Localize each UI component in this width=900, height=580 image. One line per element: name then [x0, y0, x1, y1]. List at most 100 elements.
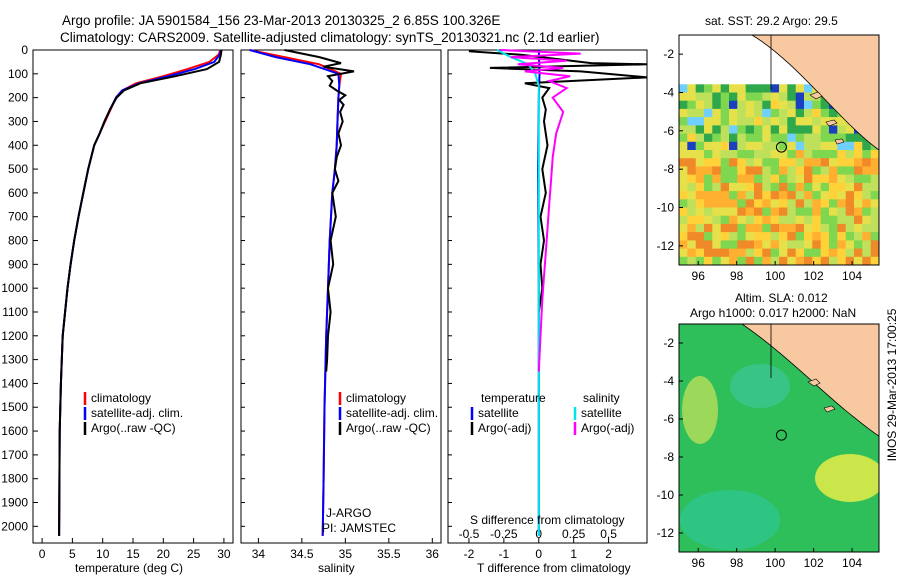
sst-cell [695, 133, 705, 143]
sst-cell [754, 207, 763, 217]
sst-cell [770, 67, 780, 77]
sst-cell [870, 248, 879, 258]
sst-cell [687, 232, 697, 241]
sla-map-axes: 96 98 100 102 104 -2 -4 -6 -8 -10 -12 [657, 336, 863, 570]
sst-cell [804, 240, 813, 250]
sst-cell [679, 150, 688, 159]
mentawai-islands [809, 91, 845, 145]
sst-cell [687, 223, 697, 233]
x-tick-label: 34.5 [290, 547, 314, 561]
sst-cell [845, 182, 855, 192]
sst-cell [870, 207, 879, 217]
sst-cell [679, 215, 688, 225]
sst-cell [737, 67, 747, 77]
sst-cell [779, 133, 788, 143]
difference-legend: temperature salinity satellite Argo(-adj… [470, 391, 634, 435]
sst-cell [795, 84, 805, 94]
annotation-pi-jamstec: PI: JAMSTEC [322, 521, 396, 535]
sst-cell [795, 125, 805, 135]
sst-cell [804, 133, 813, 143]
sst-cell [712, 141, 722, 151]
sst-cell [687, 199, 697, 209]
sst-cell [804, 100, 813, 110]
temperature-x-axis: 0 5 10 15 20 25 30 [39, 538, 231, 561]
sst-cell [854, 174, 863, 184]
sst-cell [737, 248, 747, 258]
sst-cell [762, 141, 772, 151]
sst-cell [829, 141, 838, 151]
sst-cell [695, 256, 705, 265]
title-line-1: Argo profile: JA 5901584_156 23-Mar-2013… [62, 13, 500, 28]
sst-cell [787, 125, 797, 135]
t-difference-x-label: T difference from climatology [477, 561, 631, 575]
sst-cell [729, 117, 738, 126]
sst-cell [820, 125, 830, 135]
sst-cell [762, 59, 772, 69]
sst-cell [770, 158, 780, 167]
sst-cell [695, 240, 705, 250]
sst-cell [862, 158, 872, 167]
sst-cell [679, 207, 688, 217]
sst-cell [704, 215, 713, 225]
sst-cell [779, 108, 788, 118]
sst-map-frame [678, 34, 880, 266]
sst-cell [762, 248, 772, 258]
sst-cell [762, 240, 772, 250]
sst-cell [762, 133, 772, 143]
sst-cell [762, 117, 772, 126]
sst-cell [812, 166, 822, 176]
sst-cell [845, 248, 855, 258]
sst-cell [695, 59, 705, 69]
sst-cell [770, 248, 780, 258]
lon-tick-label: 98 [730, 556, 744, 570]
annotation-j-argo: J-ARGO [326, 506, 371, 520]
sst-cell [845, 150, 855, 159]
sst-cell [870, 182, 879, 192]
series-line-t-argo-adj- [468, 50, 648, 313]
sst-cell [754, 182, 763, 192]
sst-cell [762, 223, 772, 233]
sst-cell [795, 100, 805, 110]
sst-cell [687, 166, 697, 176]
sst-cell [837, 166, 847, 176]
sst-cell [720, 240, 730, 250]
sst-cell [787, 67, 797, 77]
sst-cell [845, 256, 855, 265]
sst-cell [737, 92, 747, 102]
sst-cell [837, 248, 847, 258]
sst-cell [837, 150, 847, 159]
sst-cell [720, 76, 730, 85]
series-line-argo-raw-qc- [58, 49, 223, 536]
sst-map-title: sat. SST: 29.2 Argo: 29.5 [705, 14, 838, 28]
sst-cell [779, 240, 788, 250]
sst-cell [854, 166, 863, 176]
sst-cell [762, 182, 772, 192]
sst-cell [754, 191, 763, 200]
sst-cell [704, 84, 713, 94]
difference-series [468, 49, 648, 536]
sst-cell [795, 92, 805, 102]
sst-cell [870, 191, 879, 200]
sst-cell [829, 108, 838, 118]
sst-cell [837, 174, 847, 184]
sst-cell [729, 100, 738, 110]
sst-cell [729, 76, 738, 85]
sst-cell [770, 117, 780, 126]
sst-cell [837, 191, 847, 200]
sst-cell [704, 158, 713, 167]
sst-cell [737, 84, 747, 94]
salinity-x-axis: 34 34.5 35 35.5 36 [241, 49, 439, 561]
sst-cell [820, 150, 830, 159]
sst-cell [820, 248, 830, 258]
lon-tick-label: 102 [804, 269, 824, 283]
sst-cell [720, 92, 730, 102]
sst-cell [729, 199, 738, 209]
sst-cell [820, 256, 830, 265]
sst-cell [712, 166, 722, 176]
sst-cell [762, 100, 772, 110]
sumatra-landmass [751, 35, 879, 151]
sst-cell [745, 232, 755, 241]
sst-cell [812, 117, 822, 126]
sst-cell [704, 125, 713, 135]
sst-cell [854, 215, 863, 225]
